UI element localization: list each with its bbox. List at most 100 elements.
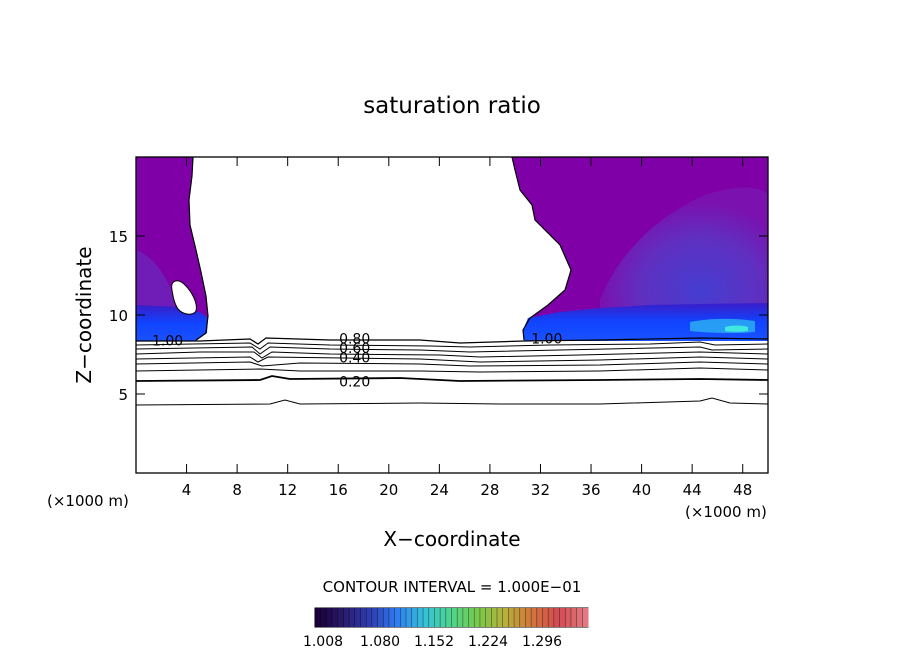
contour-line: [136, 356, 768, 363]
x-tick-label: 28: [480, 481, 499, 499]
contour-label: 0.40: [339, 351, 370, 367]
x-tick-label: 48: [733, 481, 752, 499]
colorbar-cell: [417, 608, 424, 627]
colorbar-cell: [326, 608, 333, 627]
contour-label: 0.60: [339, 341, 370, 357]
colorbar-cell: [360, 608, 367, 627]
colorbar-cell: [548, 608, 555, 627]
x-axis-title: X−coordinate: [383, 527, 520, 551]
x-tick-label: 24: [430, 481, 449, 499]
colorbar-tick-label: 1.080: [360, 634, 400, 650]
contour-line: [136, 341, 768, 350]
colorbar-cell: [434, 608, 441, 627]
colorbar-cell: [332, 608, 339, 627]
x-tick-label: 20: [379, 481, 398, 499]
contour-line: [136, 397, 768, 406]
colorbar-cell: [565, 608, 572, 627]
x-unit-left: (×1000 m): [47, 492, 129, 510]
colorbar-cell: [423, 608, 430, 627]
contour-line: [188, 157, 209, 341]
contour-label: 1.00: [531, 332, 562, 348]
colorbar-cell: [462, 608, 470, 627]
contour-line: [136, 361, 768, 367]
colorbar-cell: [349, 608, 356, 627]
x-tick-label: 16: [329, 481, 348, 499]
colorbar-cell: [457, 608, 464, 627]
colorbar-cell: [479, 608, 487, 627]
chart-title: saturation ratio: [363, 93, 541, 119]
x-tick-label: 8: [232, 481, 242, 499]
x-tick-label: 4: [182, 481, 192, 499]
colorbar-tick-label: 1.008: [303, 634, 343, 650]
colorbar-cell: [343, 608, 350, 627]
colorbar-cell: [428, 608, 435, 627]
colorbar-cell: [371, 608, 379, 627]
colorbar-cell: [519, 608, 526, 627]
x-axis-ticks: 4 8 12 16 20 24 28 32 36 40 44 48: [182, 157, 752, 499]
colorbar-cell: [337, 608, 344, 627]
colorbar-cells: [314, 608, 589, 627]
colorbar-cell: [411, 608, 418, 627]
colorbar-cell: [468, 608, 475, 627]
colorbar-cell: [451, 608, 458, 627]
colorbar-ticks: 1.008 1.080 1.152 1.224 1.296: [303, 634, 562, 650]
colorbar-cell: [388, 608, 396, 627]
contour-line: [136, 375, 768, 382]
colorbar-cell: [514, 608, 521, 627]
colorbar-cell: [502, 608, 509, 627]
x-unit-right: (×1000 m): [685, 503, 767, 521]
colorbar-cell: [485, 608, 492, 627]
fill-region-deep: [600, 187, 768, 335]
y-axis-title: Z−coordinate: [72, 246, 96, 383]
colorbar-cell: [440, 608, 447, 627]
colorbar-cell: [576, 608, 583, 627]
colorbar-cell: [542, 608, 549, 627]
contour-label: 1.00: [152, 333, 183, 349]
contour-line: [136, 346, 768, 355]
x-tick-label: 32: [531, 481, 550, 499]
colorbar-cell: [406, 608, 413, 627]
colorbar-tick-label: 1.296: [522, 634, 562, 650]
colorbar-tick-label: 1.224: [468, 634, 508, 650]
colorbar-cell: [531, 608, 538, 627]
colorbar-cell: [394, 608, 401, 627]
colorbar-cell: [474, 608, 481, 627]
contour-line: [511, 157, 572, 341]
contour-lines: [136, 157, 768, 406]
contour-line: [136, 367, 768, 373]
fill-cyan-spot: [725, 325, 748, 332]
colorbar-cell: [383, 608, 390, 627]
x-tick-label: 40: [632, 481, 651, 499]
colorbar-cell: [525, 608, 532, 627]
colorbar-cell: [570, 608, 578, 627]
colorbar-cell: [559, 608, 566, 627]
colorbar-cell: [582, 608, 589, 627]
y-tick-label: 5: [118, 386, 128, 404]
colorbar-cell: [553, 608, 561, 627]
contour-label: 0.80: [339, 332, 370, 348]
contour-line: [136, 351, 768, 359]
x-tick-label: 36: [581, 481, 600, 499]
colorbar-cell: [377, 608, 384, 627]
y-axis-ticks: 5 10 15: [109, 228, 768, 404]
y-tick-label: 10: [109, 307, 128, 325]
contour-interval-note: CONTOUR INTERVAL = 1.000E−01: [323, 578, 582, 596]
colorbar-cell: [354, 608, 361, 627]
x-tick-label: 12: [278, 481, 297, 499]
colorbar-cell: [366, 608, 373, 627]
colorbar-cell: [445, 608, 452, 627]
fill-hole: [171, 280, 197, 315]
colorbar-cell: [497, 608, 504, 627]
contour-label: 0.20: [339, 374, 370, 390]
saturation-fill: [136, 157, 768, 341]
colorbar-cell: [508, 608, 515, 627]
contour-line: [136, 337, 768, 345]
x-tick-label: 44: [683, 481, 702, 499]
colorbar-cell: [320, 608, 327, 627]
colorbar-cell: [400, 608, 407, 627]
colorbar: 1.008 1.080 1.152 1.224 1.296: [303, 607, 589, 650]
colorbar-cell: [536, 608, 543, 627]
colorbar-cell: [491, 608, 498, 627]
